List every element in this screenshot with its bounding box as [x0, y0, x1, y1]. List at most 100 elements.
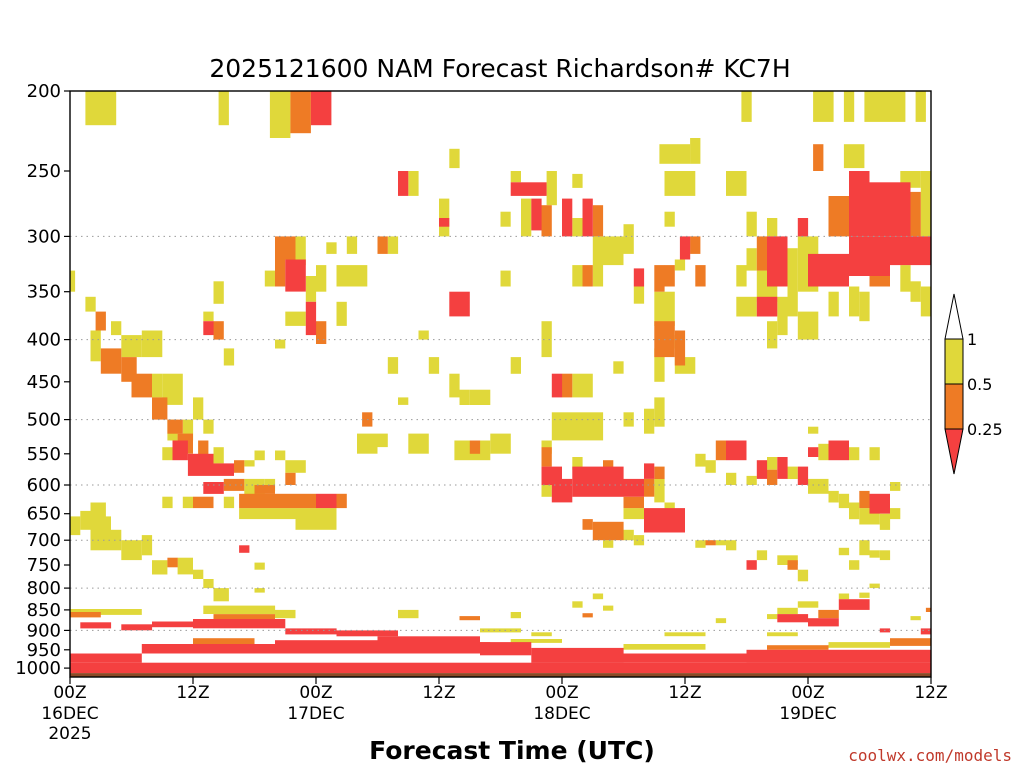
heatmap-cell — [70, 612, 101, 618]
heatmap-cell — [336, 301, 347, 326]
heatmap-cell — [223, 496, 235, 509]
heatmap-cell — [152, 621, 193, 628]
heatmap-cell — [187, 453, 214, 476]
heatmap-cell — [152, 397, 168, 420]
heatmap-cell — [275, 450, 286, 461]
heatmap-cell — [623, 644, 706, 650]
heatmap-cell — [808, 253, 849, 287]
heatmap-cell — [767, 218, 778, 237]
heatmap-cell — [797, 466, 809, 485]
heatmap-cell — [572, 218, 583, 237]
heatmap-cell — [644, 463, 655, 479]
heatmap-cell — [920, 628, 932, 635]
y-tick-label: 1000 — [15, 658, 61, 679]
credit-link[interactable]: coolwx.com/models — [848, 746, 1012, 765]
heatmap-cell — [603, 540, 614, 548]
heatmap-cell — [316, 321, 327, 344]
heatmap-cell — [90, 516, 111, 551]
heatmap-cell — [90, 502, 106, 517]
heatmap-cell — [756, 550, 768, 561]
heatmap-cell — [828, 490, 839, 503]
heatmap-cell — [818, 609, 839, 619]
heatmap-cell — [813, 144, 824, 171]
heatmap-cell — [623, 529, 634, 541]
heatmap-cell — [152, 373, 163, 398]
heatmap-cell — [269, 91, 291, 138]
y-axis: 200 250 300 350 400 450 500 550 600 650 700 7508008… — [15, 81, 70, 679]
heatmap-cell — [469, 389, 491, 405]
heatmap-cell — [264, 478, 276, 491]
heatmap-cell — [203, 311, 214, 322]
heatmap-cell — [551, 412, 604, 441]
x-tick-label: 12Z — [914, 683, 947, 703]
heatmap-cell — [90, 330, 101, 362]
heatmap-cell — [480, 642, 532, 656]
heatmap-cell — [193, 397, 204, 420]
heatmap-cell — [131, 373, 152, 398]
heatmap-cell — [705, 460, 716, 473]
heatmap-cell — [849, 560, 860, 570]
heatmap-cell — [920, 286, 932, 317]
heatmap-cell — [849, 236, 890, 276]
heatmap-cell — [654, 397, 665, 427]
x-tick-label: 00Z — [545, 683, 578, 703]
heatmap-cell — [500, 270, 511, 287]
heatmap-cell — [203, 605, 276, 614]
x-tick-label: 12Z — [422, 683, 455, 703]
heatmap-cell — [633, 286, 645, 304]
heatmap-cell — [777, 296, 788, 336]
heatmap-cell — [797, 569, 809, 582]
heatmap-cell — [787, 466, 798, 479]
heatmap-cell — [531, 632, 552, 637]
heatmap-cell — [285, 472, 296, 485]
heatmap-cell — [813, 91, 834, 122]
heatmap-cell — [915, 91, 926, 122]
heatmap-cell — [726, 440, 747, 461]
heatmap-cell — [177, 557, 193, 575]
heatmap-cell — [162, 373, 183, 405]
plot-frame — [69, 90, 932, 678]
heatmap-cell — [408, 433, 429, 454]
heatmap-cell — [213, 321, 224, 340]
heatmap-cell — [510, 171, 521, 183]
heatmap-cell — [500, 211, 511, 227]
heatmap-cell — [439, 218, 450, 227]
heatmap-cell — [95, 311, 106, 331]
heatmap-cell — [275, 339, 286, 349]
heatmap-cell — [695, 265, 706, 287]
heatmap-cell — [592, 205, 604, 237]
legend-arrow-top — [944, 293, 964, 340]
heatmap-cell — [213, 281, 224, 304]
heatmap-cell — [541, 485, 552, 497]
heatmap-cell — [869, 447, 880, 461]
heatmap-cell — [787, 248, 798, 287]
heatmap-cell — [777, 607, 798, 615]
heatmap-cell — [654, 265, 665, 292]
heatmap-cell — [664, 171, 696, 196]
heatmap-cell — [843, 91, 855, 122]
heatmap-cell — [592, 236, 604, 287]
heatmap-cell — [838, 599, 870, 610]
heatmap-cell — [659, 144, 691, 164]
heatmap-cell — [418, 330, 429, 340]
x-axis-label: Forecast Time (UTC) — [369, 736, 655, 765]
heatmap-cell — [336, 630, 398, 637]
heatmap-cell — [85, 296, 96, 312]
heatmap-cell — [70, 662, 931, 674]
heatmap-cell — [234, 460, 245, 473]
heatmap-cell — [193, 569, 204, 579]
heatmap-cell — [633, 268, 645, 287]
heatmap-cell — [239, 508, 296, 520]
heatmap-cell — [521, 198, 532, 237]
y-tick-label: 550 — [27, 444, 61, 465]
y-tick-label: 800 — [27, 578, 61, 599]
heatmap-cell — [223, 478, 245, 491]
heatmap-cell — [715, 440, 727, 461]
heatmap-cell — [70, 516, 81, 536]
heatmap-cell — [213, 447, 224, 464]
heatmap-cell — [664, 632, 706, 637]
heatmap-cell — [152, 560, 168, 575]
heatmap-cell — [290, 91, 311, 134]
heatmap-cell — [828, 196, 849, 237]
